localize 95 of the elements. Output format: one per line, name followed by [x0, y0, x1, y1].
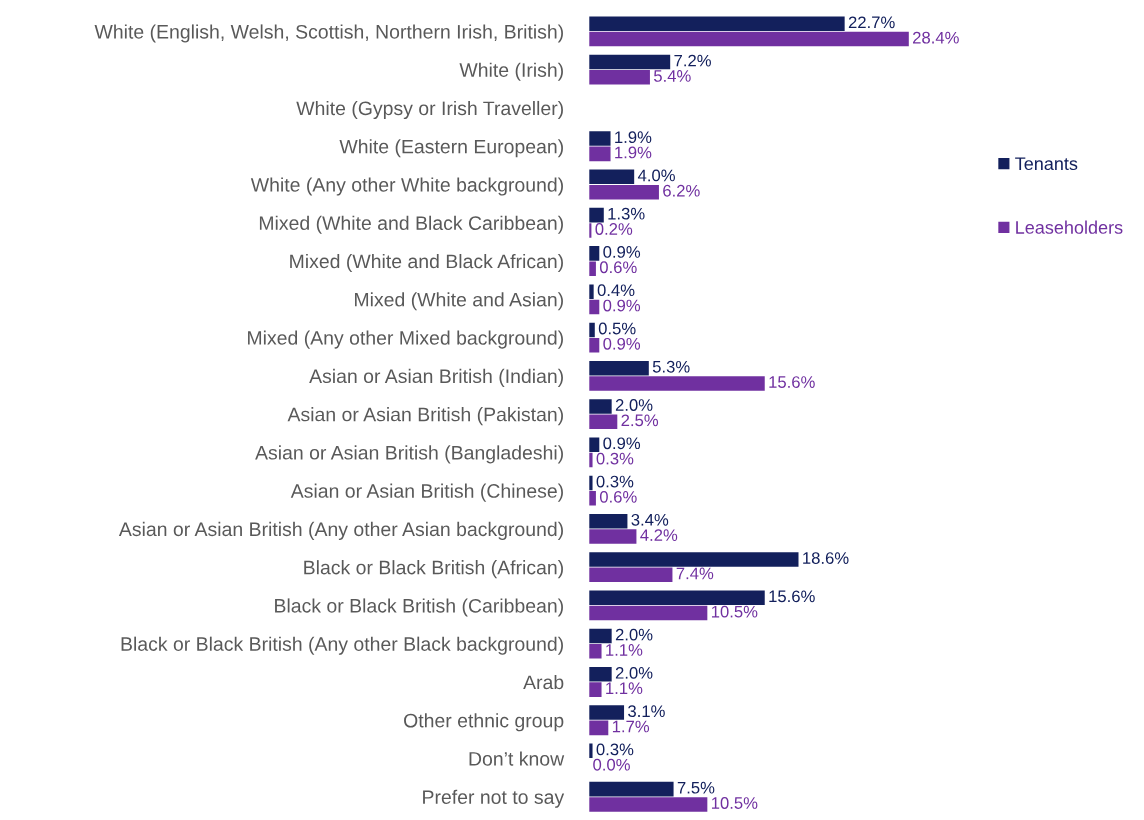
bar	[589, 146, 611, 162]
y-tick-label: Mixed (Any other Mixed background)	[248, 330, 563, 349]
data-label: 2.5%	[621, 414, 659, 427]
data-label: 0.9%	[603, 337, 641, 350]
bar	[589, 491, 596, 506]
bar	[589, 797, 708, 812]
data-label: 0.9%	[603, 246, 641, 258]
data-label: 0.3%	[596, 475, 634, 488]
legend-label: Tenants	[1015, 157, 1078, 171]
data-label: 7.4%	[676, 567, 714, 580]
data-label: 1.9%	[615, 146, 652, 159]
data-label: 3.1%	[628, 705, 665, 718]
bar	[589, 682, 602, 697]
data-label: 3.4%	[631, 513, 669, 526]
bar	[589, 705, 625, 720]
data-label: 6.2%	[663, 184, 700, 197]
bar	[589, 376, 765, 391]
bar	[589, 567, 673, 583]
bar	[589, 70, 650, 85]
data-label: 1.1%	[606, 682, 643, 695]
y-tick-label: White (Any other White background)	[250, 177, 563, 196]
y-tick-label: Don’t know	[469, 751, 565, 766]
bar	[589, 590, 765, 606]
data-label: 0.4%	[597, 284, 635, 297]
y-tick-label: Asian or Asian British (Indian)	[309, 368, 563, 387]
y-tick-label: Asian or Asian British (Any other Asian background)	[118, 521, 563, 540]
data-label: 22.7%	[848, 16, 895, 29]
y-tick-label: Black or Black British (Any other Black background)	[121, 636, 563, 655]
bar	[589, 207, 604, 223]
bar	[589, 552, 799, 567]
bar	[589, 261, 596, 276]
data-label: 5.3%	[652, 360, 690, 373]
bar	[589, 529, 637, 544]
bar	[589, 169, 635, 185]
data-label: 2.0%	[615, 628, 653, 641]
data-label: 1.7%	[612, 720, 650, 733]
data-label: 1.3%	[608, 207, 645, 220]
bar	[589, 184, 659, 200]
data-label: 0.6%	[599, 490, 637, 503]
bar	[589, 628, 612, 644]
y-tick-label: White (Eastern European)	[339, 139, 563, 158]
data-label: 7.5%	[677, 781, 715, 794]
y-tick-label: Black or Black British (African)	[304, 560, 563, 579]
data-label: 2.0%	[615, 666, 653, 679]
bar	[589, 437, 600, 452]
bar	[589, 360, 649, 376]
data-label: 15.6%	[769, 590, 815, 603]
y-tick-label: Mixed (White and Black Caribbean)	[259, 215, 563, 234]
bar	[589, 781, 674, 797]
y-tick-label: Arab	[523, 674, 564, 690]
data-label: 0.9%	[603, 437, 641, 450]
data-label: 0.3%	[596, 452, 634, 465]
bar	[589, 513, 628, 529]
bar	[589, 399, 612, 414]
bar	[589, 414, 618, 430]
bar	[589, 720, 609, 736]
y-tick-label: Asian or Asian British (Bangladeshi)	[255, 445, 563, 464]
data-label: 2.0%	[615, 399, 653, 411]
bar	[589, 16, 845, 32]
bar	[589, 131, 611, 146]
y-tick-label: Asian or Asian British (Pakistan)	[287, 407, 563, 426]
data-label: 0.2%	[595, 223, 633, 235]
data-label: 4.0%	[637, 169, 675, 182]
bar	[589, 644, 602, 659]
y-tick-label: Mixed (White and Black African)	[290, 253, 563, 273]
bar	[589, 31, 909, 47]
data-label: 0.0%	[593, 758, 630, 771]
y-tick-label: Prefer not to say	[423, 789, 565, 808]
y-tick-label: White (Irish)	[459, 62, 563, 81]
y-tick-label: White (English, Welsh, Scottish, Northern Irish, British)	[94, 24, 563, 43]
data-label: 0.9%	[603, 299, 641, 312]
data-label: 5.4%	[653, 70, 691, 82]
data-label: 10.5%	[711, 797, 758, 809]
y-tick-label: Black or Black British (Caribbean)	[275, 598, 563, 617]
data-label: 0.6%	[599, 261, 637, 274]
data-label: 0.3%	[596, 743, 634, 756]
y-tick-label: Mixed (White and Asian)	[355, 292, 563, 311]
bar	[589, 246, 600, 261]
data-label: 28.4%	[913, 31, 959, 44]
data-label: 7.2%	[674, 54, 711, 67]
bar	[589, 605, 708, 621]
data-label: 1.9%	[615, 131, 652, 144]
y-tick-label: Asian or Asian British (Chinese)	[290, 483, 563, 502]
bar	[589, 54, 671, 70]
data-label: 4.2%	[640, 529, 678, 541]
legend-label: Leaseholders	[1016, 220, 1123, 234]
data-label: 10.5%	[711, 605, 758, 618]
data-label: 1.1%	[606, 644, 643, 656]
y-tick-label: White (Gypsy or Irish Traveller)	[296, 100, 563, 120]
bar	[589, 667, 612, 682]
data-label: 15.6%	[769, 376, 815, 388]
y-tick-label: Other ethnic group	[404, 713, 564, 732]
bar	[589, 284, 594, 299]
data-label: 18.6%	[803, 552, 849, 564]
data-label: 0.5%	[598, 322, 636, 335]
